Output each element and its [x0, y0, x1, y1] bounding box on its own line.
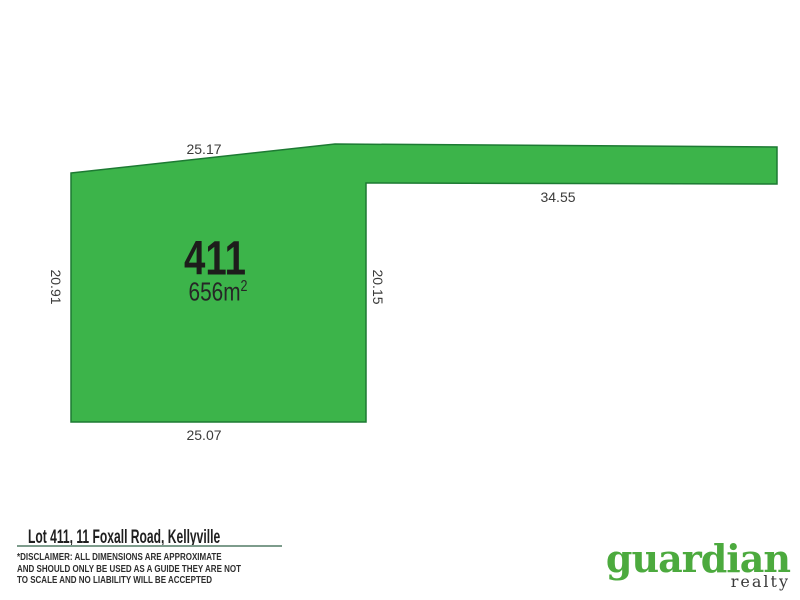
disclaimer-line: AND SHOULD ONLY BE USED AS A GUIDE THEY … [17, 563, 242, 575]
dimension-label-middle: 20.15 [370, 269, 386, 305]
disclaimer-line: *DISCLAIMER: ALL DIMENSIONS ARE APPROXIM… [17, 552, 222, 563]
lot-number: 411 [184, 232, 246, 286]
dimension-label-bottom: 25.07 [186, 427, 222, 443]
address-divider [17, 545, 282, 547]
dimension-label-top-right: 34.55 [540, 189, 576, 205]
lot-area-superscript: 2 [240, 277, 248, 295]
dimension-label-left: 20.91 [48, 269, 64, 305]
lot-area: 656m2 [189, 277, 248, 308]
dimension-label-top: 25.17 [186, 141, 222, 157]
agency-logo-name: guardian [605, 536, 791, 581]
agency-logo: guardian realty [605, 536, 791, 591]
lot-address: Lot 411, 11 Foxall Road, Kellyville [28, 526, 221, 548]
lot-area-value: 656m [188, 276, 241, 307]
lot-polygon [70, 143, 778, 423]
disclaimer-line: TO SCALE AND NO LIABILITY WILL BE ACCEPT… [17, 575, 212, 586]
disclaimer-text: *DISCLAIMER: ALL DIMENSIONS ARE APPROXIM… [17, 552, 241, 587]
agency-logo-tagline: realty [730, 572, 790, 591]
